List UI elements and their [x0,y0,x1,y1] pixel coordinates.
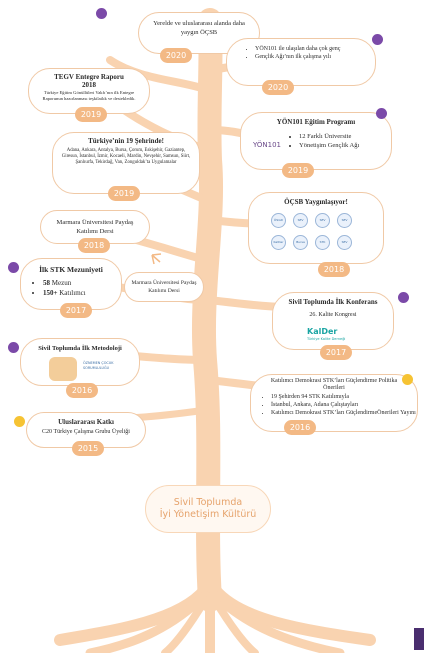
event-sub: 26. Kalite Kongresi [309,312,357,318]
year-badge: 2017 [60,303,92,318]
center-line-2: İyi Yönetişim Kültürü [159,509,257,520]
list-item: 150+ Katılımcı [43,289,121,297]
kalder-logo-text: KalDer [307,327,338,336]
year-badge: 2018 [318,262,350,277]
year-badge: 2015 [72,441,104,456]
event-2018-spread: ÖÇSB Yaygınlaşıyor! ÖSGD SEV SEV SEV Kal… [248,192,384,264]
event-title: Sivil Toplumda İlk Konferans [288,298,378,306]
stat-number: 58 [43,279,50,287]
event-2016-policy: Katılımcı Demokrasi STK’ları Güçlendirme… [250,374,418,432]
event-2020-youth: YÖN101 ile ulaşılan daha çok genç Gençli… [226,38,376,86]
list-item: 12 Farklı Üniversite [299,133,359,140]
stat-number: 150+ [43,289,58,297]
org-logo: Bursa [293,235,308,250]
lightbulb-icon [376,108,387,119]
event-2019-tegv: TEGV Entegre Raporu 2018 Türkiye Eğitim … [28,68,150,114]
year-badge: 2017 [320,345,352,360]
list-item: 19 Şehirden 94 STK Katılımıyla [271,394,417,400]
event-2019-cities: Türkiye’nin 19 Şehrinde! Adana, Ankara, … [52,132,200,194]
event-body: Türkiye Eğitim Gönüllüleri Vakfı’nın ilk… [42,90,136,101]
event-2016-methodology: Sivil Toplumda İlk Metodoloji ÖZNEMEN ÇO… [20,338,140,386]
lightbulb-icon [402,374,413,385]
stat-label: Katılımcı [59,289,86,297]
children-illustration [49,357,77,381]
event-title: ÖÇSB Yaygınlaşıyor! [284,198,348,206]
year-badge: 2019 [282,163,314,178]
center-line-1: Sivil Toplumda [173,497,243,508]
list-item: Gençlik Ağı’nın ilk çalışma yılı [255,54,375,60]
page-corner-tab [414,628,424,650]
org-logo: SEV [293,213,308,228]
event-2020-reach: Yerelde ve uluslararası alanda daha yayg… [138,12,260,54]
list-item: Katılımcı Demokrasi STK’ları Güçlendirme… [271,410,417,416]
year-badge: 2019 [108,186,140,201]
event-text: Marmara Üniversitesi Paydaş Katılımı Der… [56,219,134,235]
target-icon [372,34,383,45]
org-logo: KalDer [271,235,286,250]
lightbulb-icon [8,262,19,273]
lightbulb-icon [14,416,25,427]
kalder-logo-sub: Türkiye Kalite Derneği [307,337,346,341]
center-label: Sivil Toplumda İyi Yönetişim Kültürü [145,485,271,533]
event-title: Sivil Toplumda İlk Metodoloji [38,345,122,352]
year-badge: 2016 [66,383,98,398]
year-badge: 2020 [262,80,294,95]
event-title: İlk STK Mezuniyeti [39,265,103,274]
event-2017-conference: Sivil Toplumda İlk Konferans 26. Kalite … [272,292,394,350]
list-item: YÖN101 ile ulaşılan daha çok genç [255,46,375,52]
event-2017-graduation: İlk STK Mezuniyeti 58 Mezun 150+ Katılım… [20,258,122,310]
list-item: Yönetişim Gençlik Ağı [299,142,359,149]
event-2019-yon101: YÖN101 Eğitim Programı YÖN101 12 Farklı … [240,112,392,170]
event-title: Katılımcı Demokrasi STK’ları Güçlendirme… [270,378,398,391]
hand-icon [398,292,409,303]
year-badge: 2020 [160,48,192,63]
org-logo: SEV [315,213,330,228]
book-cover: ÖZNEMEN ÇOCUK SORUMLULUĞU [83,361,114,370]
year-badge: 2018 [78,238,110,253]
event-text: C20 Türkiye Çalışma Grubu Üyeliği [42,429,130,435]
event-2017-marmara: Marmara Üniversitesi Paydaş Katılımı Der… [124,272,204,302]
target-icon [96,8,107,19]
event-text: Yerelde ve uluslararası alanda daha yayg… [153,20,245,36]
org-logo: SEV [337,213,352,228]
org-logo: SEV [337,235,352,250]
org-logo: STK [315,235,330,250]
event-title: TEGV Entegre Raporu 2018 [54,73,124,89]
event-title: YÖN101 Eğitim Programı [276,118,356,126]
event-title: Uluslararası Katkı [58,418,114,426]
org-logo: ÖSGD [271,213,286,228]
lightbulb-icon [8,342,19,353]
event-body: Adana, Ankara, Antalya, Bursa, Çorum, Es… [61,148,191,166]
year-badge: 2016 [284,420,316,435]
event-text: Marmara Üniversitesi Paydaş Katılımı Der… [131,280,197,294]
yon101-logo: YÖN101 [253,141,281,149]
list-item: 58 Mezun [43,279,121,287]
stat-label: Mezun [51,279,72,287]
year-badge: 2019 [75,107,107,122]
event-title: Türkiye’nin 19 Şehrinde! [88,137,164,145]
list-item: İstanbul, Ankara, Adana Çalıştayları [271,402,417,408]
